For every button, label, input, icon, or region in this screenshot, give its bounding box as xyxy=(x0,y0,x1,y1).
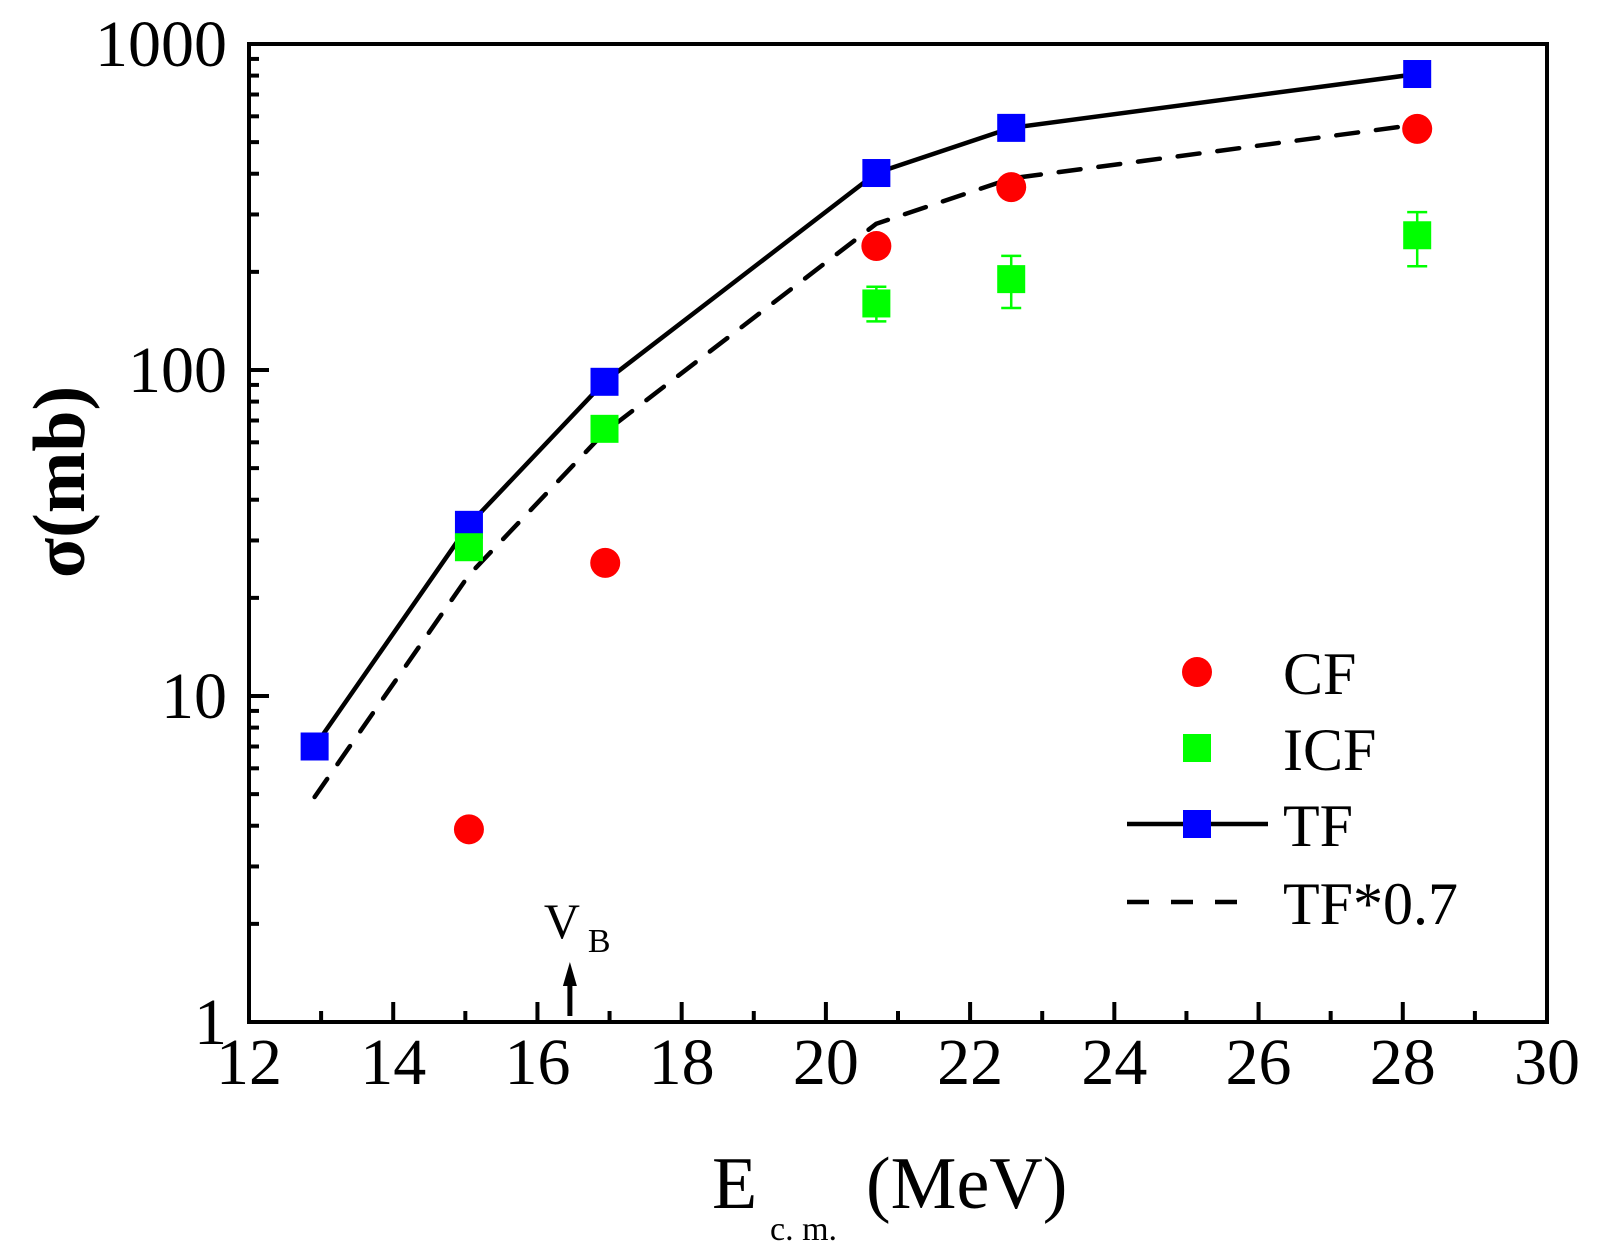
point-tf xyxy=(590,367,619,396)
point-cf xyxy=(590,547,621,578)
x-tick-label: 26 xyxy=(1226,1026,1292,1099)
x-axis-ticks xyxy=(247,1002,1549,1022)
x-axis-tick-labels: 12 14 16 18 20 22 24 26 28 30 xyxy=(216,1026,1580,1099)
vb-label-subscript: B xyxy=(588,923,611,960)
point-cf xyxy=(996,172,1027,203)
point-icf xyxy=(997,265,1026,294)
vb-label: V xyxy=(544,893,580,949)
series-line-tf xyxy=(312,71,1420,749)
x-tick-label: 22 xyxy=(937,1026,1003,1099)
point-icf xyxy=(1403,221,1432,250)
y-axis-title: σ(mb) xyxy=(19,386,101,578)
legend-item-tf-0-7: TF*0.7 xyxy=(1127,871,1458,937)
y-tick-label: 100 xyxy=(128,334,227,407)
x-tick-label: 20 xyxy=(793,1026,859,1099)
point-cf xyxy=(453,814,484,845)
legend-label: CF xyxy=(1283,641,1356,707)
x-tick-label: 14 xyxy=(360,1026,426,1099)
y-axis-ticks xyxy=(249,42,269,1024)
legend-label: TF*0.7 xyxy=(1283,871,1458,937)
point-tf xyxy=(300,732,329,761)
x-axis-title-unit: (MeV) xyxy=(866,1143,1067,1225)
legend-label: TF xyxy=(1283,793,1353,859)
legend-marker xyxy=(1182,657,1212,687)
x-tick-label: 28 xyxy=(1370,1026,1436,1099)
y-tick-label: 1 xyxy=(194,986,227,1059)
vb-arrow-head xyxy=(562,962,577,986)
x-axis-title-subscript: c. m. xyxy=(770,1211,837,1248)
legend-item-tf: TF xyxy=(1127,793,1353,859)
x-axis-title: E c. m. (MeV) xyxy=(712,1143,1067,1248)
series-lines xyxy=(312,71,1420,800)
legend-label: ICF xyxy=(1283,717,1376,783)
legend-item-cf: CF xyxy=(1182,641,1356,707)
series-line-tf-0-7 xyxy=(312,122,1420,800)
point-tf xyxy=(862,159,891,188)
x-tick-label: 16 xyxy=(504,1026,570,1099)
point-icf xyxy=(454,533,483,562)
legend-item-icf: ICF xyxy=(1183,717,1376,783)
point-cf xyxy=(861,231,892,262)
x-tick-label: 12 xyxy=(216,1026,282,1099)
y-tick-label: 1000 xyxy=(95,8,227,81)
legend-marker xyxy=(1183,734,1211,762)
y-axis-tick-labels: 1 10 100 1000 xyxy=(95,8,227,1059)
point-tf xyxy=(997,113,1026,142)
point-icf xyxy=(862,289,891,318)
legend: CF ICF TF TF*0.7 xyxy=(1127,641,1458,937)
x-tick-label: 30 xyxy=(1514,1026,1580,1099)
point-tf xyxy=(1403,60,1432,89)
error-bars xyxy=(866,210,1428,323)
point-cf xyxy=(1402,113,1433,144)
point-icf xyxy=(590,414,619,443)
series-markers xyxy=(300,60,1433,845)
x-tick-label: 24 xyxy=(1081,1026,1147,1099)
x-tick-label: 18 xyxy=(649,1026,715,1099)
x-axis-title-main: E xyxy=(712,1143,757,1225)
legend-marker xyxy=(1183,810,1211,838)
y-tick-label: 10 xyxy=(161,660,227,733)
